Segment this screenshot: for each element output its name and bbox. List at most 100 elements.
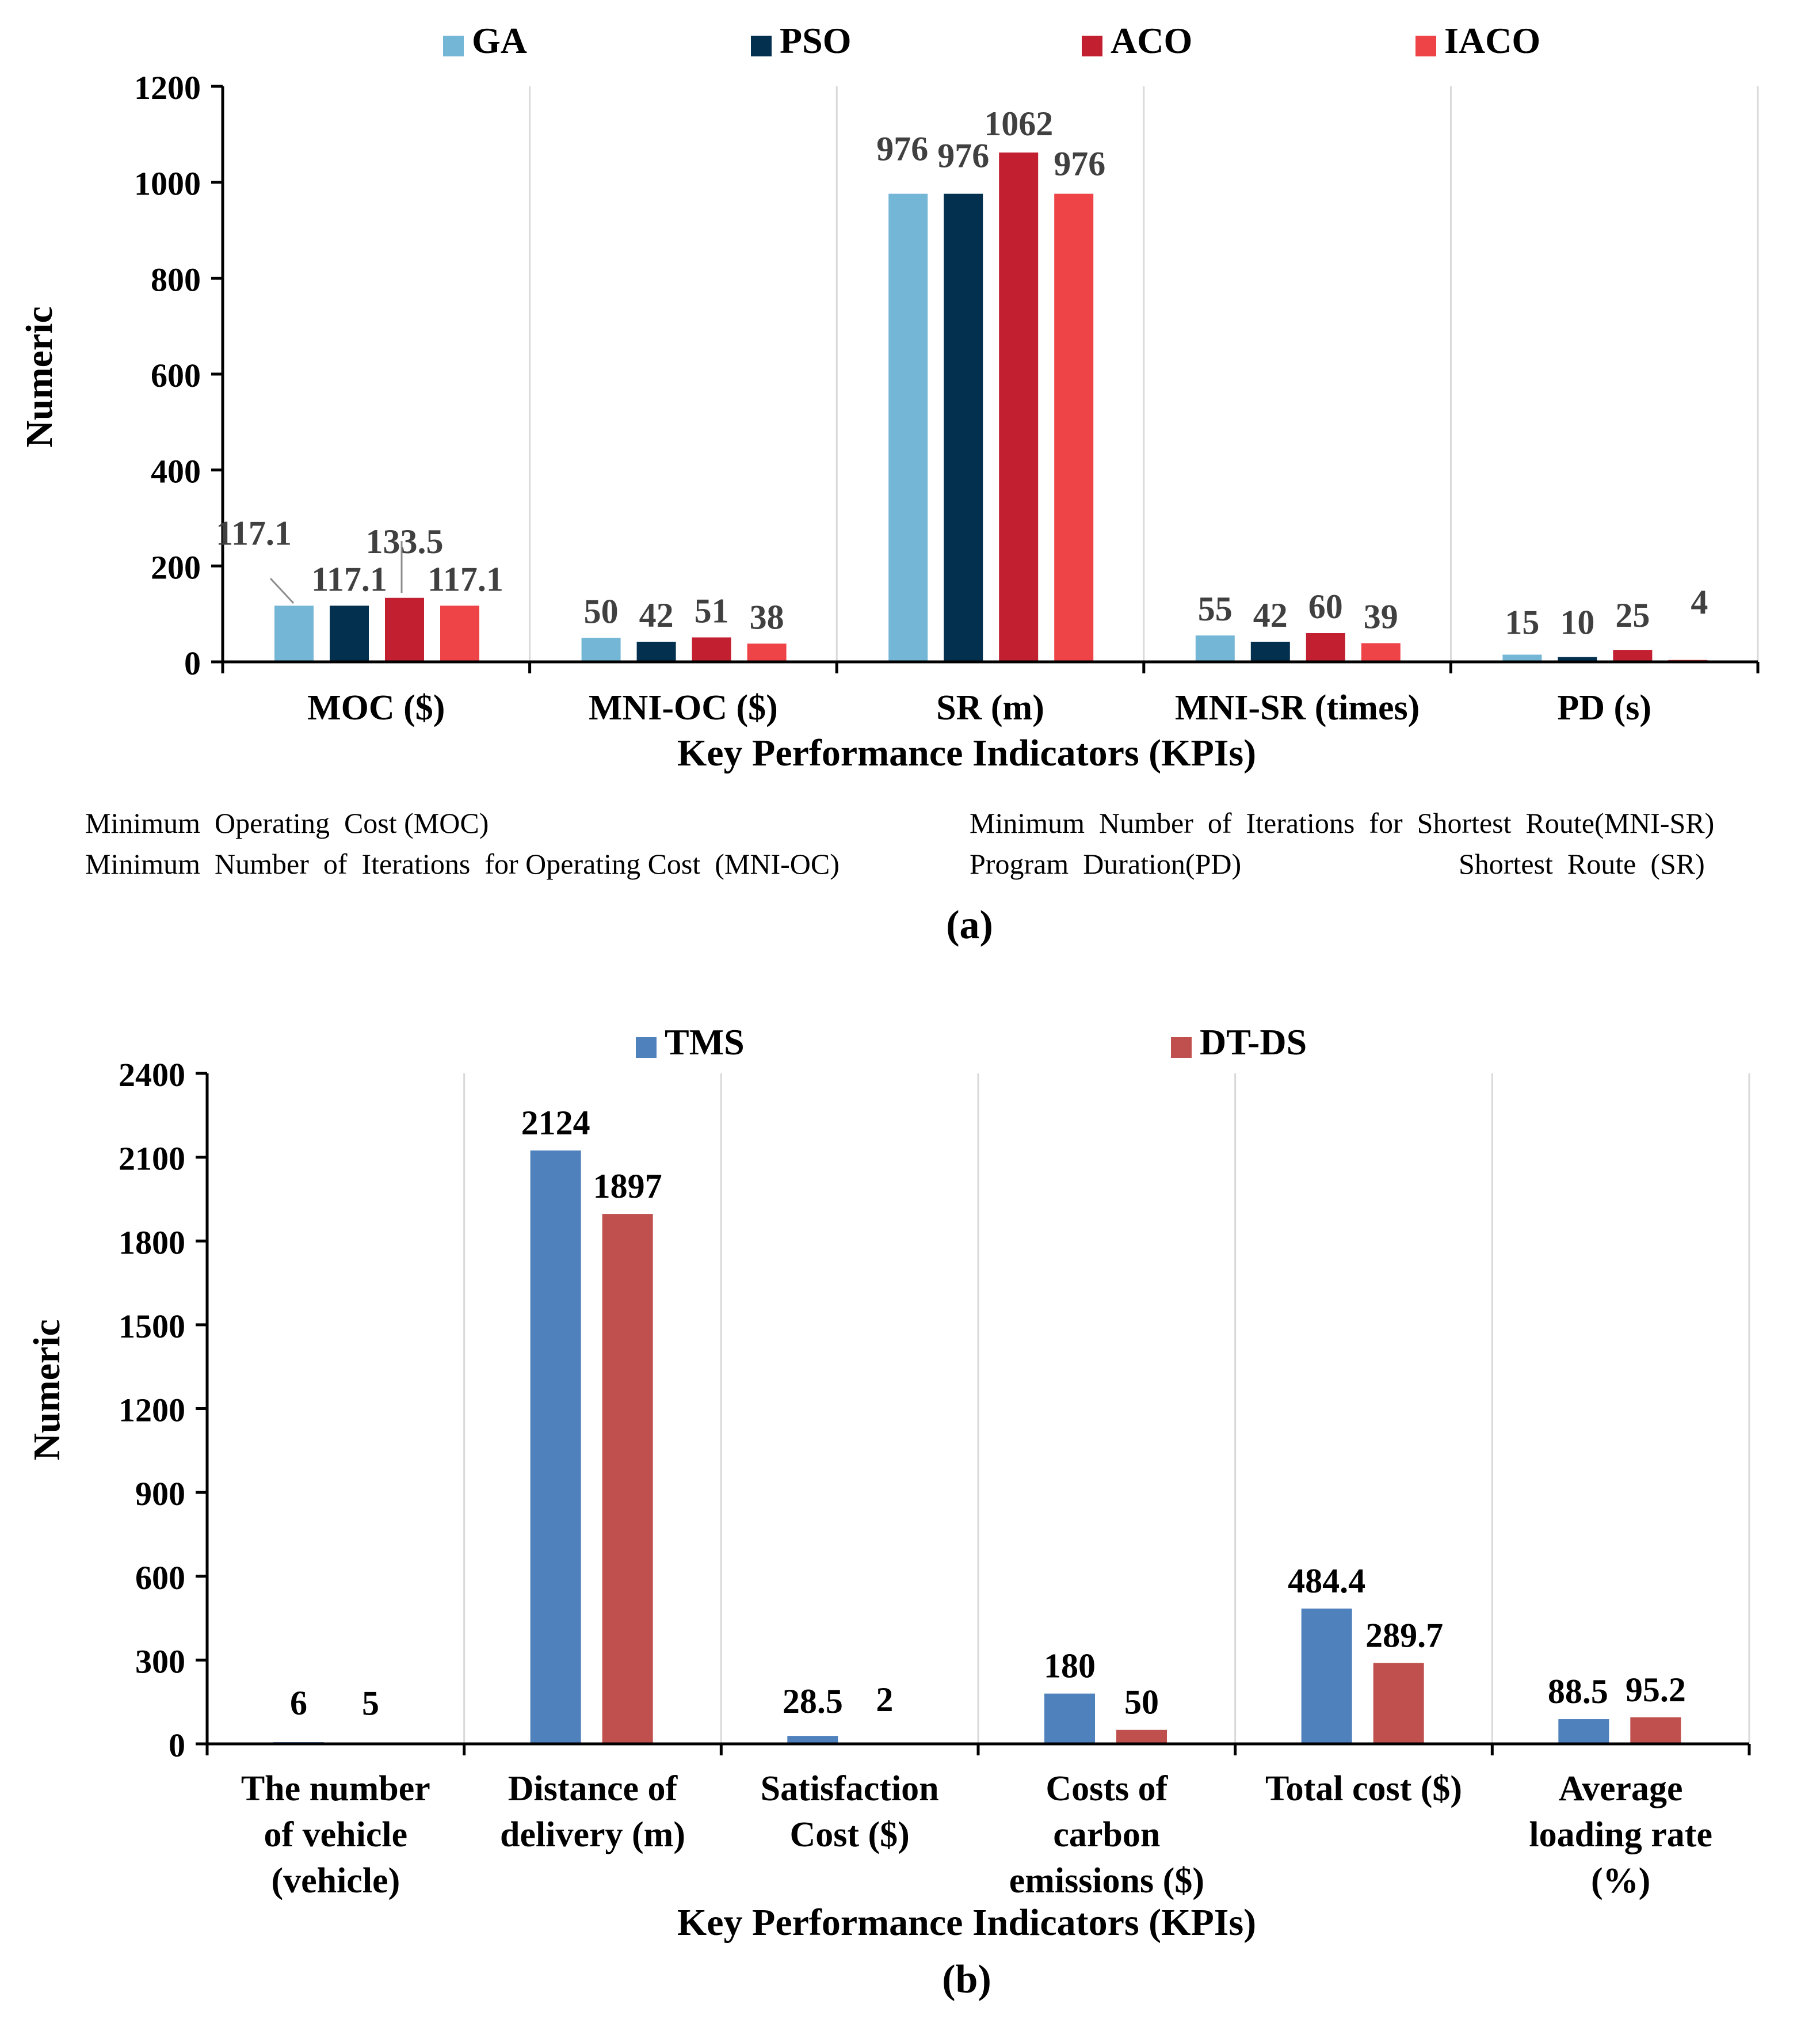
y-tick-label: 2400	[119, 1056, 185, 1094]
x-tick-label: Satisfaction Cost ($)	[761, 1769, 939, 1854]
gridlines-b	[463, 1073, 1750, 1744]
y-tick-label: 400	[151, 453, 201, 490]
data-label: 55	[1198, 590, 1233, 628]
data-label: 117.1	[311, 560, 387, 598]
legend-label-tms: TMS	[665, 1022, 745, 1062]
data-label: 50	[1124, 1683, 1159, 1721]
data-label: 95.2	[1626, 1671, 1686, 1709]
bar-tms	[530, 1150, 581, 1744]
bar-ga	[274, 605, 314, 662]
y-ticks-a: 0 200 400 600 800 1000 1200	[134, 69, 223, 682]
note-mni-oc: Minimum Number of Iterations for Operati…	[85, 848, 840, 880]
leader-lines-a	[269, 541, 403, 604]
bar-ga	[888, 193, 928, 662]
bar-aco	[1306, 633, 1345, 662]
leader-line	[269, 577, 295, 604]
y-tick-label: 800	[151, 261, 201, 298]
legend-b: TMS DT-DS	[636, 1022, 1307, 1062]
data-label: 117.1	[216, 514, 292, 552]
x-tick-label: MOC ($)	[307, 688, 445, 727]
y-tick-label: 900	[135, 1475, 185, 1513]
panel-label-a: (a)	[946, 903, 993, 947]
y-tick-label: 2100	[119, 1140, 185, 1178]
panel-label-b: (b)	[942, 1957, 991, 2002]
data-label: 28.5	[783, 1682, 843, 1720]
x-tick-label: MNI-OC ($)	[589, 688, 778, 727]
data-label: 51	[695, 592, 729, 630]
bar-tms	[1558, 1719, 1609, 1744]
y-tick-label: 1200	[119, 1392, 185, 1429]
bar-iaco	[1361, 643, 1401, 662]
bar-aco	[1613, 650, 1653, 662]
bar-iaco	[747, 643, 787, 662]
bar-pso	[636, 642, 676, 662]
y-tick-label: 1000	[134, 165, 201, 203]
note-moc: Minimum Operating Cost (MOC)	[85, 807, 489, 839]
value-labels-b: 6 2124 28.5 180 484.4 88.5 5 1897 2 50 289.7 95.2	[290, 1104, 1686, 1723]
note-mni-sr: Minimum Number of Iterations for Shortes…	[970, 807, 1714, 839]
data-label: 15	[1505, 604, 1539, 642]
x-categories-a: MOC ($) MNI-OC ($) SR (m) MNI-SR (times) PD …	[307, 688, 1651, 727]
gridlines-a	[529, 86, 1759, 662]
legend-swatch-dt-ds	[1171, 1037, 1192, 1058]
bar-tms	[1044, 1693, 1095, 1744]
data-label: 5	[362, 1685, 379, 1723]
x-tick-label: Costs of carbon emissions ($)	[1009, 1769, 1204, 1900]
value-labels-a: 117.1 50 976 55 15 117.1 42 976 42 10 133.5 51 1062 6…	[216, 105, 1708, 642]
legend-label-aco: ACO	[1111, 20, 1192, 61]
panel-b: TMS DT-DS 030060090012001500180021002400 …	[26, 1022, 1751, 2002]
data-label: 6	[290, 1684, 307, 1722]
y-axis-title-a: Numeric	[18, 306, 60, 448]
bars-b	[273, 1150, 1681, 1744]
data-label: 10	[1560, 604, 1594, 642]
legend-swatch-ga	[443, 36, 464, 56]
bar-pso	[1558, 657, 1597, 662]
data-label: 38	[750, 598, 784, 636]
bar-pso	[330, 605, 369, 662]
data-label: 117.1	[428, 560, 503, 598]
note-pd: Program Duration(PD)	[970, 848, 1241, 880]
bar-ga	[581, 638, 621, 662]
legend-label-dt-ds: DT-DS	[1200, 1022, 1307, 1062]
bar-dt-ds	[1116, 1729, 1167, 1744]
legend-label-iaco: IACO	[1444, 20, 1540, 61]
bar-dt-ds	[1630, 1717, 1681, 1744]
data-label: 88.5	[1548, 1673, 1608, 1710]
y-tick-label: 0	[184, 645, 201, 682]
bar-ga	[1502, 654, 1542, 662]
data-label: 50	[584, 592, 619, 630]
bar-aco	[692, 637, 731, 662]
y-axis-title-b: Numeric	[26, 1319, 68, 1461]
legend-swatch-aco	[1082, 36, 1102, 56]
data-label: 1897	[593, 1167, 662, 1205]
bar-dt-ds	[1373, 1663, 1424, 1744]
bar-ga	[1195, 635, 1235, 662]
y-tick-label: 600	[135, 1559, 185, 1597]
bar-tms	[1301, 1608, 1352, 1744]
data-label: 1062	[984, 105, 1053, 143]
x-tick-label: MNI-SR (times)	[1175, 688, 1420, 727]
abbreviation-notes: Minimum Operating Cost (MOC) Minimum Num…	[85, 807, 1714, 880]
x-tick-label: The number of vehicle (vehicle)	[241, 1769, 430, 1900]
y-tick-label: 1800	[119, 1224, 185, 1261]
bar-pso	[944, 193, 983, 662]
data-label: 2124	[521, 1104, 590, 1142]
x-axis-title-a: Key Performance Indicators (KPIs)	[677, 732, 1256, 774]
x-axis-title-b: Key Performance Indicators (KPIs)	[677, 1902, 1256, 1944]
y-tick-label: 0	[169, 1727, 185, 1764]
bar-dt-ds	[602, 1214, 653, 1744]
panel-a: GA PSO ACO IACO 0 200 400 600 800 1000 1200 MOC (…	[18, 20, 1760, 947]
data-label: 39	[1364, 598, 1398, 636]
note-sr: Shortest Route (SR)	[1459, 848, 1705, 880]
x-tick-label: PD (s)	[1557, 688, 1651, 727]
bar-tms	[787, 1736, 838, 1744]
bar-pso	[1250, 642, 1290, 662]
bar-aco	[999, 153, 1039, 662]
x-categories-b: The number of vehicle (vehicle) Distance of…	[241, 1769, 1712, 1900]
y-tick-label: 1500	[119, 1308, 185, 1345]
y-tick-label: 200	[151, 548, 201, 586]
data-label: 42	[1253, 596, 1288, 634]
legend-swatch-iaco	[1415, 36, 1436, 56]
data-label: 976	[876, 130, 928, 168]
